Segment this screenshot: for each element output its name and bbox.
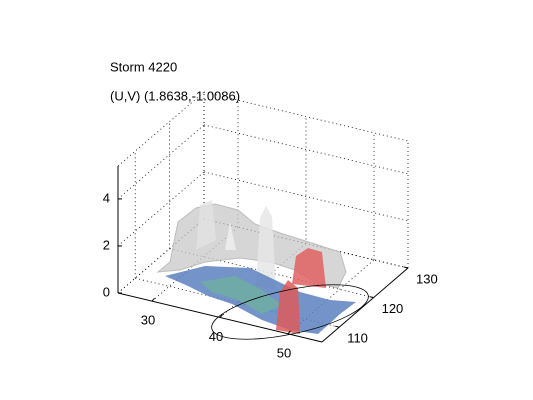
y-tick-label: 120 — [382, 301, 404, 316]
grid-line — [117, 218, 205, 294]
x-tick-label: 50 — [277, 345, 291, 360]
red-isosurface — [292, 248, 326, 288]
z-tick-label: 2 — [103, 237, 110, 252]
z-tick-label: 4 — [103, 190, 110, 205]
front-layer: 30 40 50 110 120 130 0 2 4 — [103, 166, 438, 360]
y-tick — [335, 325, 340, 328]
grid-line — [203, 171, 409, 222]
y-tick — [369, 296, 374, 299]
chart-subtitle: (U,V) (1.8638,-1.0086) — [110, 88, 240, 103]
box-edge — [117, 91, 205, 167]
grid-line — [117, 171, 205, 247]
z-tick-label: 0 — [103, 284, 110, 299]
flow-surface — [200, 276, 282, 314]
y-tick-label: 110 — [347, 331, 368, 346]
x-tick — [219, 314, 223, 318]
grid-line — [203, 124, 409, 175]
y-tick-label: 130 — [416, 271, 438, 286]
grid-line — [117, 124, 205, 200]
gray-isosurface — [256, 206, 276, 290]
y-axis — [321, 267, 409, 343]
x-tick — [287, 330, 291, 335]
storm-isosurfaces — [156, 200, 369, 340]
grid-line — [287, 259, 375, 335]
red-isosurface — [276, 280, 300, 334]
x-tick — [151, 297, 155, 302]
x-tick-label: 40 — [209, 329, 223, 344]
box-edge — [203, 91, 409, 142]
gray-isosurface — [196, 200, 216, 250]
y-tick — [403, 266, 409, 269]
track-ellipse — [211, 284, 369, 340]
chart-title: Storm 4220 — [110, 59, 177, 74]
gray-isosurface — [225, 222, 236, 250]
x-tick-label: 30 — [141, 313, 155, 328]
